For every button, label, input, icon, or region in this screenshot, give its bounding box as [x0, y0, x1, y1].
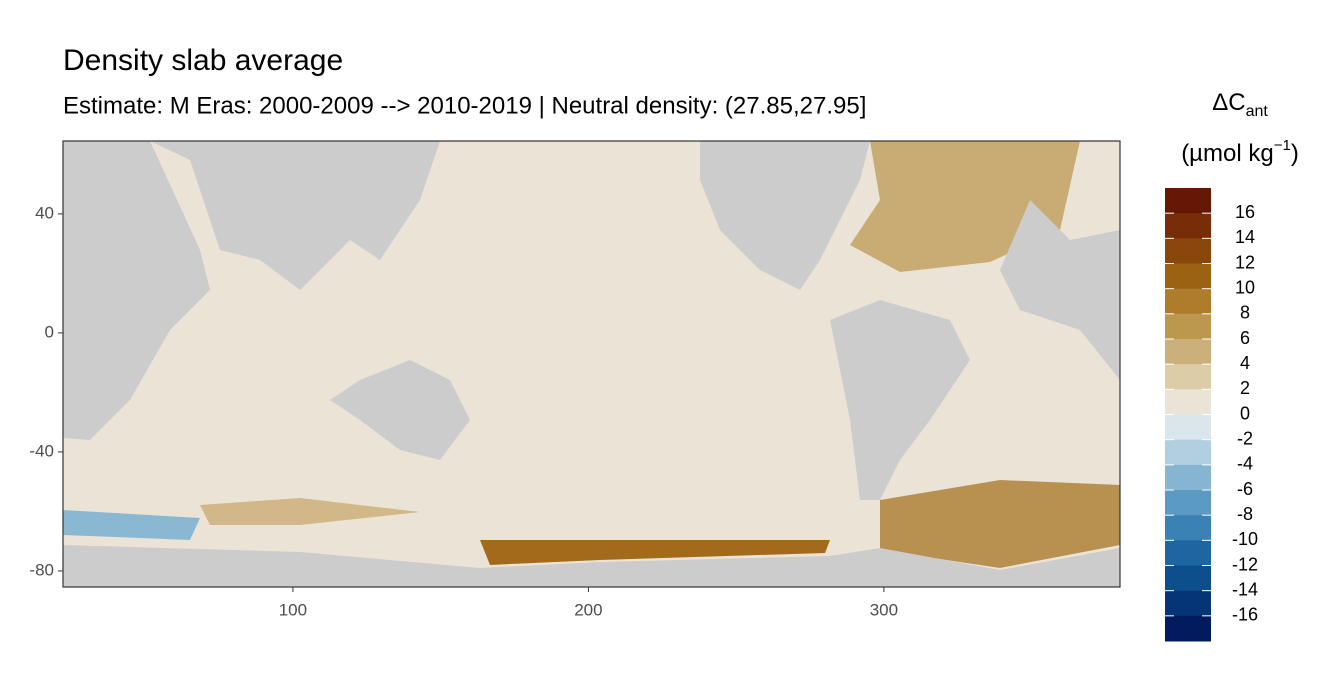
legend-swatch: [1165, 515, 1211, 541]
legend-label: -2: [1237, 428, 1253, 448]
legend-label: 6: [1240, 328, 1250, 348]
legend-label: -16: [1232, 605, 1258, 625]
legend-swatch: [1165, 565, 1211, 592]
legend-swatch: [1165, 590, 1211, 617]
legend-swatch: [1165, 490, 1211, 516]
legend-swatch: [1165, 389, 1211, 415]
y-tick-label: -80: [29, 560, 54, 579]
legend-swatch: [1165, 339, 1211, 365]
legend-label: 12: [1235, 252, 1255, 272]
panel-border: [62, 140, 1121, 588]
legend-unit-end: ): [1291, 140, 1299, 167]
legend-swatch: [1165, 213, 1211, 239]
legend-swatch: [1165, 464, 1211, 491]
legend-unit: (µmol kg−1): [1181, 137, 1299, 167]
legend-title-sub: ant: [1246, 103, 1269, 120]
x-tick-label: 300: [870, 600, 898, 619]
y-tick-label: 40: [35, 203, 54, 222]
legend-title-main: ΔC: [1212, 89, 1245, 116]
legend-label: 10: [1235, 277, 1255, 297]
y-tick-label: 0: [45, 322, 54, 341]
legend-swatch: [1165, 188, 1211, 214]
legend-label: -10: [1232, 529, 1258, 549]
x-tick-label: 200: [574, 600, 602, 619]
legend-label: -6: [1237, 479, 1253, 499]
land: [330, 360, 470, 460]
legend-swatch: [1165, 288, 1211, 315]
patch: [480, 540, 830, 565]
legend-label: -4: [1237, 454, 1253, 474]
land: [830, 300, 970, 500]
legend-swatch: [1165, 439, 1211, 466]
land: [700, 141, 870, 290]
legend-swatch: [1165, 615, 1211, 642]
legend-swatch: [1165, 414, 1211, 441]
x-tick-label: 100: [279, 600, 307, 619]
legend-unit-main: (µmol kg: [1181, 140, 1274, 167]
legend-title: ΔCant: [1212, 89, 1268, 120]
legend-label: 0: [1240, 403, 1250, 423]
land: [63, 545, 1120, 587]
patch: [200, 498, 420, 525]
legend-unit-sup: −1: [1274, 137, 1291, 154]
patch: [880, 480, 1120, 568]
legend-label: -8: [1237, 504, 1253, 524]
legend-label: 16: [1235, 202, 1255, 222]
legend-label: -14: [1232, 579, 1258, 599]
chart-title: Density slab average: [63, 44, 343, 77]
legend-label: 8: [1240, 303, 1250, 323]
land: [1000, 200, 1120, 380]
y-tick-label: -40: [29, 441, 54, 460]
land: [63, 141, 210, 440]
legend-swatch: [1165, 313, 1211, 340]
legend-swatch: [1165, 263, 1211, 290]
map: [62, 140, 1121, 588]
legend-label: 14: [1235, 227, 1255, 247]
legend-swatch: [1165, 540, 1211, 566]
legend-label: 4: [1240, 353, 1250, 373]
legend-swatch: [1165, 238, 1211, 264]
legend-swatch: [1165, 364, 1211, 390]
legend-label: -12: [1232, 554, 1258, 574]
legend-label: 2: [1240, 378, 1250, 398]
land: [150, 141, 440, 290]
patch: [63, 510, 200, 540]
chart-subtitle: Estimate: M Eras: 2000-2009 --> 2010-201…: [63, 92, 866, 119]
